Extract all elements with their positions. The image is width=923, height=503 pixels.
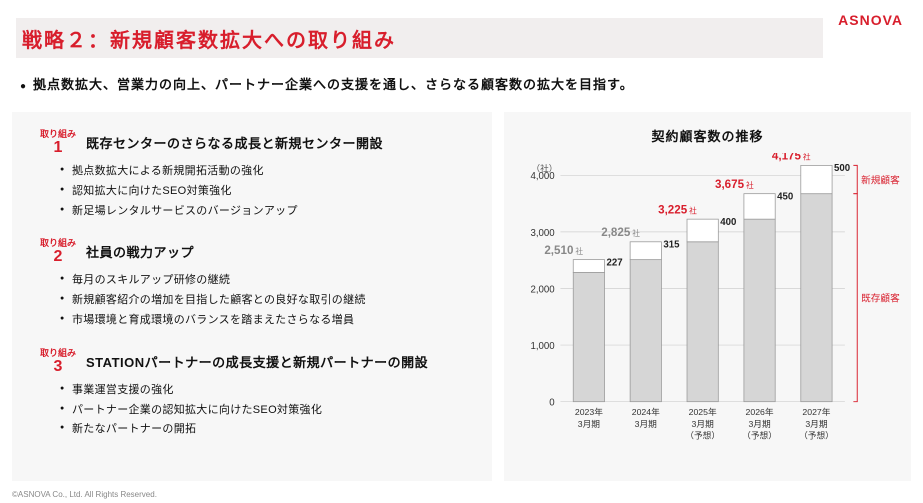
x-tick-label: 3月期 bbox=[748, 419, 771, 429]
initiative-tag: 取り組み3 bbox=[40, 349, 76, 375]
bar-existing bbox=[687, 242, 718, 402]
initiative-bullets: 拠点数拡大による新規開拓活動の強化認知拡大に向けたSEO対策強化新足場レンタルサ… bbox=[40, 162, 468, 221]
x-tick-label: （予想） bbox=[685, 429, 720, 440]
bar-new-label: 315 bbox=[663, 240, 680, 251]
x-tick-label: 3月期 bbox=[635, 419, 658, 429]
initiative-title: 社員の戦力アップ bbox=[86, 239, 194, 261]
bar-new bbox=[801, 165, 832, 193]
initiative-title: 既存センターのさらなる成長と新規センター開設 bbox=[86, 130, 383, 152]
initiative-bullets: 事業運営支援の強化パートナー企業の認知拡大に向けたSEO対策強化新たなパートナー… bbox=[40, 381, 468, 440]
x-tick-label: 2027年 bbox=[802, 406, 830, 417]
chart-wrap: （社）01,0002,0003,0004,0002,510社2272023年3月… bbox=[514, 153, 901, 453]
y-tick-label: 3,000 bbox=[530, 228, 554, 239]
initiatives-panel: 取り組み1 既存センターのさらなる成長と新規センター開設拠点数拡大による新規開拓活… bbox=[12, 112, 492, 481]
y-tick-label: 4,000 bbox=[530, 171, 554, 182]
bullet-item: 毎月のスキルアップ研修の継続 bbox=[72, 271, 468, 291]
y-tick-label: 0 bbox=[549, 398, 554, 409]
initiative-2: 取り組み2 社員の戦力アップ毎月のスキルアップ研修の継続新規顧客紹介の増加を目指し… bbox=[40, 239, 468, 330]
bar-total-label: 2,825社 bbox=[601, 226, 640, 239]
bar-new bbox=[573, 260, 604, 273]
bar-new bbox=[744, 194, 775, 219]
bar-new-label: 450 bbox=[777, 191, 793, 202]
x-tick-label: 2024年 bbox=[632, 406, 660, 417]
x-tick-label: 2026年 bbox=[746, 406, 774, 417]
contract-customers-chart: （社）01,0002,0003,0004,0002,510社2272023年3月… bbox=[514, 153, 901, 453]
initiative-tag: 取り組み1 bbox=[40, 130, 76, 156]
bullet-item: 新規顧客紹介の増加を目指した顧客との良好な取引の継続 bbox=[72, 291, 468, 311]
legend-existing-label: 既存顧客 bbox=[861, 293, 900, 305]
y-tick-label: 1,000 bbox=[530, 341, 554, 352]
initiative-1: 取り組み1 既存センターのさらなる成長と新規センター開設拠点数拡大による新規開拓活… bbox=[40, 130, 468, 221]
x-tick-label: 2023年 bbox=[575, 406, 603, 417]
bar-existing bbox=[573, 272, 604, 401]
y-tick-label: 2,000 bbox=[530, 284, 554, 295]
initiative-title: STATIONパートナーの成長支援と新規パートナーの開設 bbox=[86, 349, 428, 371]
bar-total-label: 3,225社 bbox=[658, 203, 697, 216]
bar-total-label: 2,510社 bbox=[544, 244, 583, 257]
initiative-3: 取り組み3 STATIONパートナーの成長支援と新規パートナーの開設事業運営支援の… bbox=[40, 349, 468, 440]
bar-new-label: 227 bbox=[606, 257, 622, 268]
bullet-item: 認知拡大に向けたSEO対策強化 bbox=[72, 182, 468, 202]
bar-existing bbox=[744, 219, 775, 402]
x-tick-label: 3月期 bbox=[805, 419, 828, 429]
initiative-bullets: 毎月のスキルアップ研修の継続新規顧客紹介の増加を目指した顧客との良好な取引の継続… bbox=[40, 271, 468, 330]
chart-panel: 契約顧客数の推移 （社）01,0002,0003,0004,0002,510社2… bbox=[504, 112, 911, 481]
bullet-item: 市場環境と育成環境のバランスを踏まえたさらなる増員 bbox=[72, 311, 468, 331]
bar-total-label: 4,175社 bbox=[772, 153, 811, 163]
page-title: 戦略２：新規顧客数拡大への取り組み bbox=[22, 24, 396, 53]
copyright-footer: ©ASNOVA Co., Ltd. All Rights Reserved. bbox=[12, 490, 157, 499]
bar-existing bbox=[630, 260, 661, 402]
bracket-new bbox=[853, 165, 857, 193]
x-tick-label: （予想） bbox=[742, 429, 777, 440]
brand-logo: ASNOVA bbox=[838, 12, 903, 28]
legend-new-label: 新規顧客 bbox=[861, 174, 900, 186]
subheading: 拠点数拡大、営業力の向上、パートナー企業への支援を通し、さらなる顧客数の拡大を目… bbox=[20, 74, 634, 93]
chart-title: 契約顧客数の推移 bbox=[514, 126, 901, 145]
title-bar: 戦略２：新規顧客数拡大への取り組み bbox=[16, 18, 823, 58]
bar-new-label: 500 bbox=[834, 163, 850, 174]
bar-existing bbox=[801, 194, 832, 402]
bullet-item: パートナー企業の認知拡大に向けたSEO対策強化 bbox=[72, 401, 468, 421]
x-tick-label: （予想） bbox=[799, 429, 834, 440]
bar-new bbox=[687, 219, 718, 242]
x-tick-label: 2025年 bbox=[689, 406, 717, 417]
x-tick-label: 3月期 bbox=[578, 419, 601, 429]
bullet-item: 新たなパートナーの開拓 bbox=[72, 420, 468, 440]
bar-new-label: 400 bbox=[720, 217, 736, 228]
bullet-item: 事業運営支援の強化 bbox=[72, 381, 468, 401]
bracket-existing bbox=[853, 194, 857, 402]
bullet-item: 新足場レンタルサービスのバージョンアップ bbox=[72, 202, 468, 222]
initiative-tag: 取り組み2 bbox=[40, 239, 76, 265]
bar-new bbox=[630, 242, 661, 260]
bar-total-label: 3,675社 bbox=[715, 178, 754, 191]
x-tick-label: 3月期 bbox=[692, 419, 715, 429]
bullet-item: 拠点数拡大による新規開拓活動の強化 bbox=[72, 162, 468, 182]
